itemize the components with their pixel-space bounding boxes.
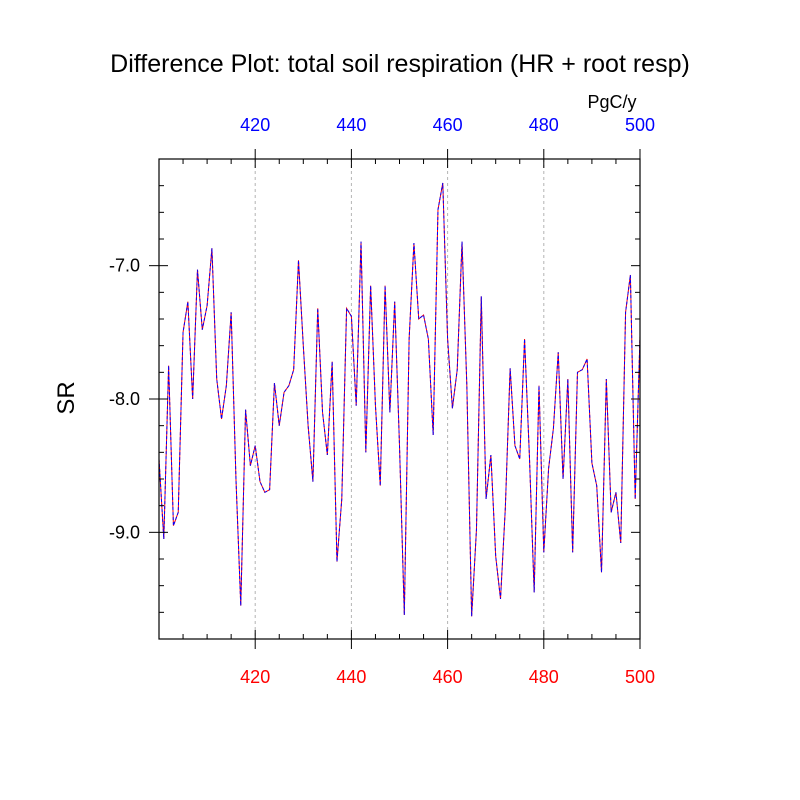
x-tick-label-top: 440 xyxy=(336,115,366,135)
chart-title: Difference Plot: total soil respiration … xyxy=(110,50,690,78)
plot-frame xyxy=(158,158,641,640)
x-tick-label-top: 460 xyxy=(433,115,463,135)
tick-labels: 420 440 460 480 500 420 440 460 480 500 -9.0 -8.0 -7… xyxy=(109,115,655,687)
y-axis-label: SR xyxy=(53,381,80,414)
vertical-grid xyxy=(254,159,545,639)
series-line-red xyxy=(158,182,641,617)
units-label: PgC/y xyxy=(587,92,636,112)
x-tick-label-bottom: 480 xyxy=(529,667,559,687)
x-tick-label-top: 420 xyxy=(240,115,270,135)
x-tick-label-bottom: 500 xyxy=(625,667,655,687)
x-tick-label-bottom: 440 xyxy=(336,667,366,687)
series-line-blue-dashed xyxy=(158,182,641,617)
y-tick-label: -9.0 xyxy=(109,522,140,542)
x-tick-label-top: 500 xyxy=(625,115,655,135)
y-tick-label: -8.0 xyxy=(109,389,140,409)
x-tick-label-bottom: 420 xyxy=(240,667,270,687)
y-tick-label: -7.0 xyxy=(109,256,140,276)
axis-ticks xyxy=(149,149,641,649)
x-tick-label-top: 480 xyxy=(529,115,559,135)
x-tick-label-bottom: 460 xyxy=(433,667,463,687)
series-lines xyxy=(158,182,641,617)
